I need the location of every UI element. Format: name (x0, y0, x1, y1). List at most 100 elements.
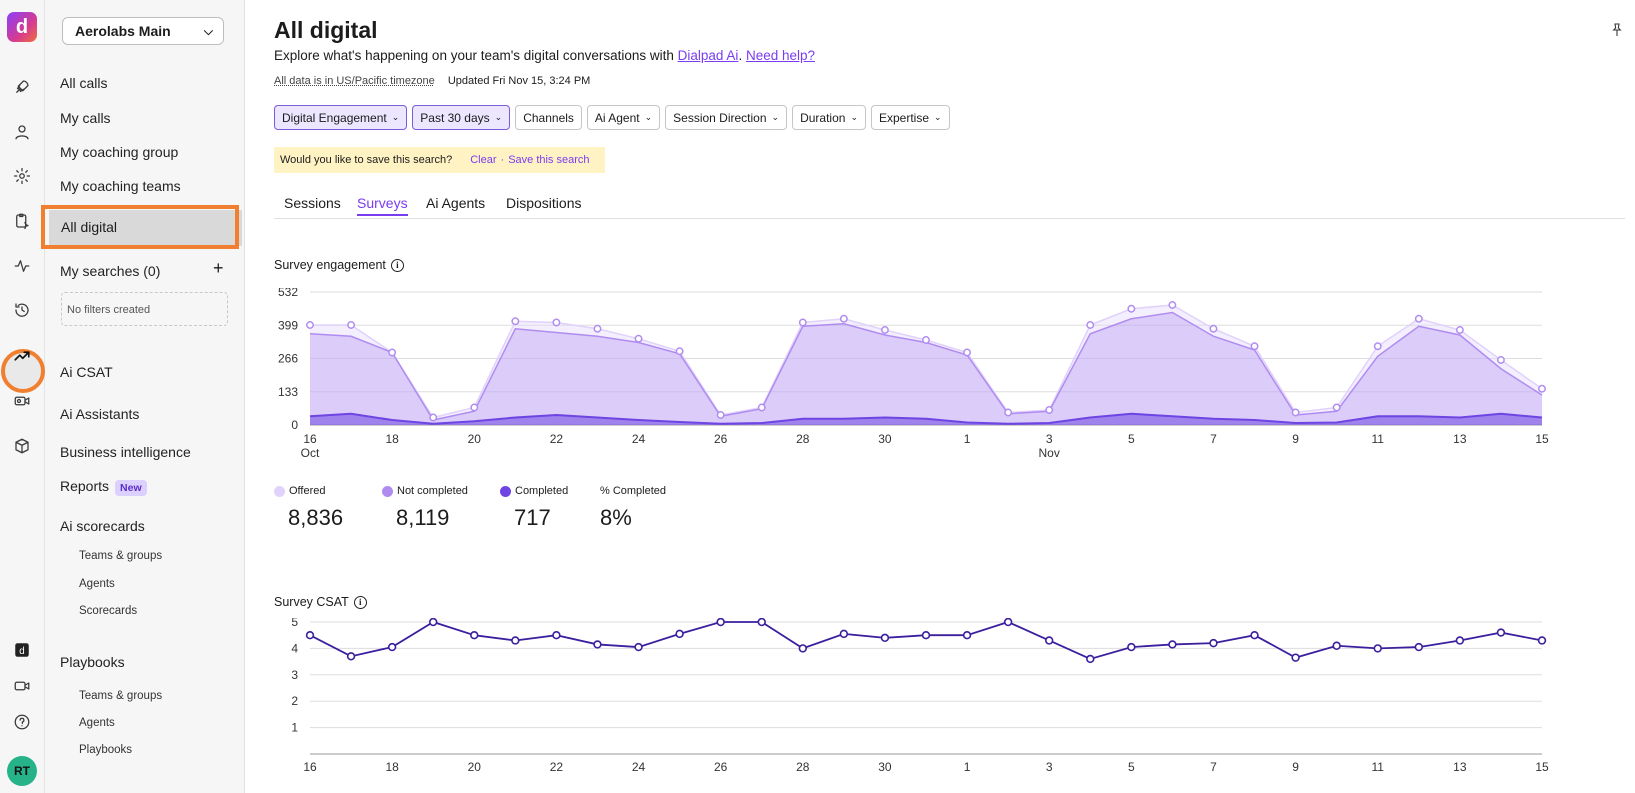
x-tick-label: 30 (878, 760, 892, 774)
sidebar-item-all-calls[interactable]: All calls (60, 75, 108, 91)
pct-completed-total: 8% (600, 505, 632, 530)
dialpad-logo-icon[interactable]: d (7, 635, 37, 665)
pin-icon[interactable] (1609, 22, 1625, 38)
sidebar-item-ai-scorecards[interactable]: Ai scorecards (60, 518, 145, 534)
x-tick-label: 30 (878, 432, 892, 446)
y-tick-label: 399 (278, 318, 298, 332)
sidebar-item-my-searches[interactable]: My searches (0) (60, 263, 161, 279)
y-tick-label: 532 (278, 288, 298, 299)
tab-ai-agents[interactable]: Ai Agents (426, 195, 486, 211)
filter-chip-channels[interactable]: Channels (515, 105, 582, 130)
x-tick-label: 24 (632, 760, 646, 774)
filter-chip-session-direction[interactable]: Session Direction ⌄ (665, 105, 788, 130)
info-icon[interactable]: i (390, 258, 404, 272)
legend-offered: Offered (274, 485, 326, 497)
data-point (347, 321, 356, 329)
video-icon[interactable] (7, 671, 37, 701)
save-search-button[interactable]: Save this search (508, 154, 590, 166)
filter-label: Session Direction (673, 110, 767, 125)
csat-point (1003, 618, 1013, 627)
selection-highlight (41, 205, 239, 249)
filter-chip-past-30-days[interactable]: Past 30 days ⌄ (412, 105, 511, 130)
csat-point (387, 642, 397, 652)
sidebar-sub-playbooks[interactable]: Playbooks (79, 744, 133, 756)
timezone-note[interactable]: All data is in US/Pacific timezone (274, 75, 435, 87)
data-point (1538, 384, 1546, 393)
user-icon[interactable] (7, 117, 37, 147)
add-search-button[interactable]: + (213, 258, 224, 278)
subtitle-separator: . (738, 48, 746, 63)
filter-chip-duration[interactable]: Duration ⌄ (792, 105, 866, 130)
sidebar-item-ai-assistants[interactable]: Ai Assistants (60, 406, 140, 422)
video-analytics-icon[interactable] (7, 386, 37, 416)
area-offered (310, 305, 1542, 425)
sidebar-item-ai-csat[interactable]: Ai CSAT (60, 364, 113, 380)
x-tick-label: 24 (632, 432, 646, 446)
csat-point (1332, 641, 1341, 650)
csat-line (309, 621, 1543, 660)
x-tick-label: 26 (714, 760, 728, 774)
rocket-icon[interactable] (7, 72, 37, 102)
csat-point (1455, 636, 1465, 645)
sidebar-item-business-intelligence[interactable]: Business intelligence (60, 444, 191, 460)
filter-label: Digital Engagement (282, 110, 387, 125)
clipboard-sparkle-icon[interactable] (7, 206, 37, 236)
csat-point (716, 618, 725, 627)
sidebar-item-my-calls[interactable]: My calls (60, 110, 111, 126)
tab-dispositions[interactable]: Dispositions (506, 195, 582, 211)
sidebar-sub-agents[interactable]: Agents (79, 578, 115, 590)
activity-icon[interactable] (7, 251, 37, 281)
filter-label: Duration (800, 110, 846, 125)
avatar-initials: RT (14, 764, 30, 778)
csat-point (1086, 654, 1095, 664)
data-point (798, 318, 807, 327)
sidebar-sub-scorecards[interactable]: Scorecards (79, 605, 138, 617)
sidebar-item-all-digital[interactable]: All digital (49, 210, 242, 246)
workspace-select[interactable]: Aerolabs Main ⌵ (62, 17, 224, 45)
csat-point (880, 633, 890, 643)
sidebar-item-reports[interactable]: Reports New (60, 478, 147, 496)
gear-icon[interactable] (7, 161, 37, 191)
data-point (511, 317, 520, 326)
active-nav-highlight (1, 349, 45, 393)
help-icon[interactable] (7, 707, 37, 737)
chevron-down-icon: ⌵ (203, 23, 213, 38)
all-digital-label: All digital (61, 219, 118, 235)
x-tick-label: 5 (1128, 760, 1135, 774)
filter-chip-ai-agent[interactable]: Ai Agent ⌄ (586, 105, 661, 130)
data-point (922, 336, 930, 344)
data-point (1455, 326, 1464, 334)
x-tick-label: 20 (468, 760, 482, 774)
clear-search-button[interactable]: Clear (470, 154, 497, 166)
y-tick-label: 4 (291, 641, 298, 655)
avatar[interactable]: RT (7, 756, 37, 786)
trending-up-icon[interactable] (7, 341, 37, 371)
sidebar-item-playbooks[interactable]: Playbooks (60, 654, 125, 670)
dialpad-ai-link[interactable]: Dialpad Ai (677, 48, 739, 63)
sidebar-item-my-coaching-group[interactable]: My coaching group (60, 144, 179, 160)
cube-icon[interactable] (7, 431, 37, 461)
dialpad-app-logo[interactable]: d (7, 12, 37, 42)
info-icon[interactable]: i (353, 595, 367, 609)
offered-total: 8,836 (288, 505, 344, 530)
sidebar-sub-playbook-agents[interactable]: Agents (79, 717, 115, 729)
history-icon[interactable] (7, 295, 37, 325)
csat-point (962, 631, 972, 640)
x-tick-label: 1 (964, 432, 971, 446)
csat-point (1168, 640, 1177, 649)
need-help-link[interactable]: Need help? (745, 48, 816, 63)
y-tick-label: 266 (278, 352, 298, 366)
filter-chip-expertise[interactable]: Expertise ⌄ (870, 105, 950, 130)
sidebar-sub-teams-groups[interactable]: Teams & groups (79, 550, 163, 562)
tab-sessions[interactable]: Sessions (284, 195, 341, 211)
sidebar-item-my-coaching-teams[interactable]: My coaching teams (60, 178, 181, 194)
data-point (716, 411, 725, 419)
data-point (675, 347, 684, 356)
meta-line: All data is in US/Pacific timezone Updat… (274, 75, 590, 87)
page-title: All digital (274, 17, 378, 43)
tab-surveys[interactable]: Surveys (357, 195, 408, 216)
data-point (1291, 408, 1300, 417)
sidebar-sub-playbook-teams[interactable]: Teams & groups (79, 690, 163, 702)
filter-chip-digital-engagement[interactable]: Digital Engagement ⌄ (274, 105, 408, 130)
data-point (1127, 304, 1136, 313)
